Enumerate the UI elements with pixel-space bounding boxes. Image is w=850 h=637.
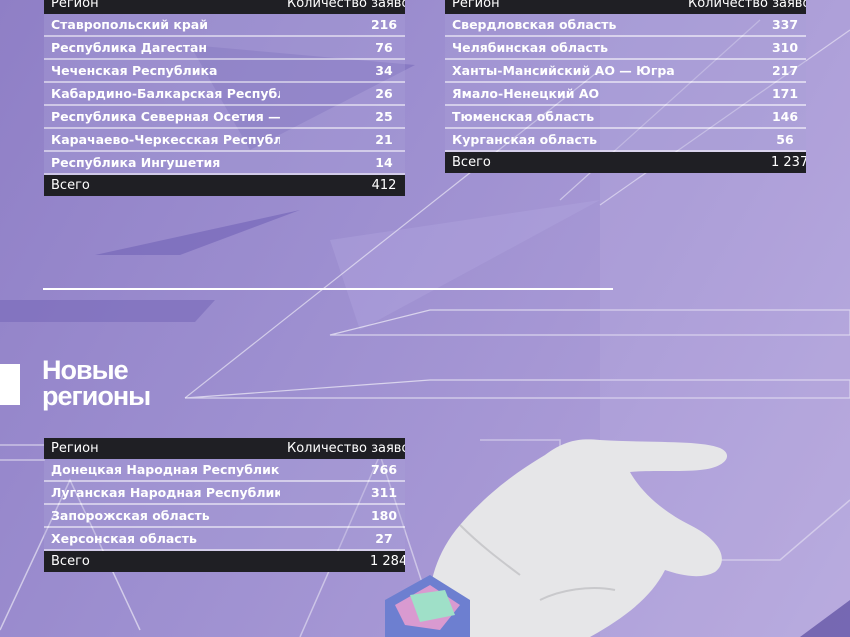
table-row: Республика Дагестан 76 [44,36,405,60]
section-title-new-regions: Новые регионы [42,355,151,411]
cell-region: Тюменская область [445,105,681,129]
table-header: Регион Количество заявок [445,0,806,14]
bg-shard-4 [330,200,600,330]
cell-count: 766 [280,459,405,482]
table-row: Кабардино-Балкарская Республика26 [44,82,405,106]
section-divider [43,288,613,290]
hand-illustration [428,439,728,637]
table-ural: Регион Количество заявок Свердловская об… [445,0,806,173]
cell-region: Донецкая Народная Республика [44,459,280,482]
cell-region: Чеченская Республика [44,59,280,83]
cell-count: 217 [681,59,806,83]
table-row: Тюменская область 146 [445,105,806,129]
cell-region: Курганская область [445,128,681,152]
cell-region: Херсонская область [44,527,280,551]
cell-region: Запорожская область [44,504,280,528]
cell-region: Кабардино-Балкарская Республика [44,82,280,106]
title-line-2: регионы [42,381,151,411]
table-row: Курганская область 56 [445,128,806,152]
table-total-row: Всего 1 237 [445,151,806,173]
cell-region: Республика Дагестан [44,36,280,60]
title-line-1: Новые [42,355,129,385]
cell-region: Ставропольский край [44,14,280,37]
total-label: Всего [44,550,280,572]
cell-count: 25 [280,105,405,129]
table-total-row: Всего 412 [44,174,405,196]
cell-region: Республика Северная Осетия — Алания [44,105,280,129]
cell-count: 216 [280,14,405,37]
cell-count: 146 [681,105,806,129]
table-row: Республика Северная Осетия — Алания25 [44,105,405,129]
cell-region: Свердловская область [445,14,681,37]
table-header: Регион Количество заявок [44,0,405,14]
cell-count: 180 [280,504,405,528]
total-label: Всего [44,174,280,196]
total-count: 1 284 [280,550,405,572]
header-region: Регион [44,0,280,14]
section-marker [0,364,20,405]
header-count: Количество заявок [280,438,405,459]
bg-outline-2 [184,379,850,399]
bg-shard-2 [95,210,300,255]
cell-region: Республика Ингушетия [44,151,280,175]
bg-corner [800,600,850,637]
total-count: 412 [280,174,405,196]
cell-count: 34 [280,59,405,83]
bg-outline-1 [329,309,850,336]
cell-region: Карачаево-Черкесская Республика [44,128,280,152]
cell-count: 337 [681,14,806,37]
cell-region: Челябинская область [445,36,681,60]
table-row: Чеченская Республика 34 [44,59,405,83]
header-count: Количество заявок [280,0,405,14]
cell-count: 310 [681,36,806,60]
table-row: Челябинская область 310 [445,36,806,60]
cell-region: Ханты-Мансийский АО — Югра [445,59,681,83]
table-row: Ханты-Мансийский АО — Югра 217 [445,59,806,83]
header-region: Регион [445,0,681,14]
table-row: Ставропольский край 216 [44,14,405,37]
total-count: 1 237 [681,151,806,173]
holographic-cube [385,575,470,637]
table-header: Регион Количество заявок [44,438,405,459]
cell-count: 27 [280,527,405,551]
header-count: Количество заявок [681,0,806,14]
cell-count: 171 [681,82,806,106]
cell-count: 21 [280,128,405,152]
cell-count: 14 [280,151,405,175]
cell-region: Ямало-Ненецкий АО [445,82,681,106]
bg-shard-3 [0,300,215,322]
cell-region: Луганская Народная Республика [44,481,280,505]
table-row: Херсонская область 27 [44,527,405,551]
cell-count: 76 [280,36,405,60]
header-region: Регион [44,438,280,459]
table-row: Карачаево-Черкесская Республика21 [44,128,405,152]
table-row: Свердловская область 337 [445,14,806,37]
table-row: Запорожская область 180 [44,504,405,528]
cell-count: 56 [681,128,806,152]
table-row: Луганская Народная Республика 311 [44,481,405,505]
cell-count: 311 [280,481,405,505]
table-row: Республика Ингушетия 14 [44,151,405,175]
table-row: Ямало-Ненецкий АО 171 [445,82,806,106]
bg-letter-4 [700,499,850,561]
table-row: Донецкая Народная Республика 766 [44,459,405,482]
table-north-caucasus: Регион Количество заявок Ставропольский … [44,0,405,196]
table-total-row: Всего 1 284 [44,550,405,572]
total-label: Всего [445,151,681,173]
table-new-regions: Регион Количество заявок Донецкая Народн… [44,438,405,572]
cell-count: 26 [280,82,405,106]
